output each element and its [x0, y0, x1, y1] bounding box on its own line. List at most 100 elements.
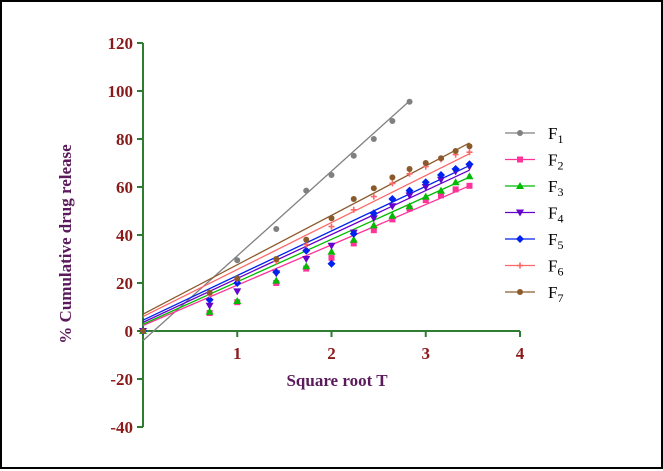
legend-label-f7: F7	[548, 283, 563, 305]
legend-item-f6: F6	[505, 257, 563, 279]
point-f7	[466, 143, 473, 150]
point-f5	[465, 160, 474, 169]
point-f5	[451, 165, 460, 173]
point-f3	[405, 202, 414, 210]
point-f5	[233, 279, 242, 287]
point-f4	[205, 302, 214, 310]
point-f1	[303, 187, 310, 194]
point-f3	[302, 262, 311, 270]
point-f1	[273, 226, 280, 232]
legend-marker-f4	[516, 209, 524, 217]
point-f7	[422, 160, 429, 166]
legend-item-f2: F2	[505, 151, 563, 173]
y-tick-label: -20	[110, 370, 133, 389]
point-f3	[421, 192, 430, 200]
x-tick-label: 2	[327, 344, 336, 363]
legend: F1 F2 F3 F4 F5 F6 F7	[505, 124, 563, 305]
point-f2	[370, 227, 377, 234]
point-f7	[234, 275, 241, 282]
point-f2	[466, 182, 473, 189]
point-f5	[349, 229, 358, 238]
point-f2	[328, 254, 335, 261]
trend-line-f6	[142, 153, 470, 318]
point-f7	[328, 215, 335, 222]
point-f6	[389, 180, 396, 187]
legend-label-f5: F5	[548, 230, 563, 252]
point-f6	[350, 206, 357, 213]
axes: 120 100 80 60 40 20 0 -20 -40 1 2 3 4	[108, 34, 525, 437]
point-f5	[405, 186, 414, 195]
point-f2	[438, 192, 445, 199]
trend-lines	[142, 100, 470, 342]
legend-label-f1: F1	[548, 124, 563, 146]
point-f4	[421, 184, 430, 191]
legend-marker-f7	[517, 289, 523, 295]
trend-line-f2	[142, 185, 470, 327]
y-tick-label: 60	[116, 178, 133, 197]
point-f4	[369, 215, 378, 223]
point-f3	[233, 297, 242, 304]
point-f7	[452, 148, 459, 154]
point-f4	[327, 242, 336, 250]
point-f3	[437, 186, 446, 194]
legend-label-f3: F3	[548, 177, 563, 199]
point-f7	[406, 166, 413, 172]
point-f7	[273, 256, 280, 262]
point-f5	[327, 259, 336, 268]
y-tick-label: -40	[110, 418, 133, 437]
y-tick-label: 120	[108, 34, 134, 53]
point-f2	[422, 197, 429, 204]
point-f1	[370, 136, 377, 142]
point-f7	[389, 174, 396, 181]
series-f7	[140, 143, 473, 334]
point-f5	[302, 246, 311, 255]
point-f7	[206, 289, 213, 296]
x-tick-label: 4	[516, 344, 525, 363]
legend-marker-f3	[516, 182, 524, 189]
legend-marker-f2	[517, 156, 523, 163]
legend-label-f6: F6	[548, 257, 563, 279]
x-tick-label: 1	[233, 344, 242, 363]
point-f3	[451, 178, 460, 186]
point-f1	[389, 118, 396, 124]
trend-line-f7	[142, 142, 470, 315]
legend-item-f5: F5	[505, 230, 563, 252]
point-f7	[370, 185, 377, 192]
point-f5	[369, 209, 378, 218]
series-f3	[139, 172, 474, 334]
point-f3	[388, 211, 397, 219]
y-axis-title: % Cumulative drug release	[56, 144, 75, 344]
point-f5	[437, 171, 446, 179]
point-f7	[438, 155, 445, 162]
y-tick-label: 40	[116, 226, 133, 245]
legend-item-f3: F3	[505, 177, 563, 199]
point-f3	[349, 235, 358, 243]
legend-label-f2: F2	[548, 151, 563, 173]
point-f4	[405, 192, 414, 200]
y-tick-label: 20	[116, 274, 133, 293]
legend-marker-f6	[517, 262, 523, 269]
legend-marker-f5	[516, 235, 524, 243]
point-f6	[466, 149, 473, 156]
point-f3	[465, 172, 474, 180]
point-f4	[388, 203, 397, 211]
data-points	[139, 98, 474, 335]
point-f5	[388, 195, 397, 203]
point-f1	[328, 172, 335, 178]
point-f4	[437, 176, 446, 184]
point-f3	[272, 276, 281, 284]
legend-item-f1: F1	[505, 124, 563, 146]
point-f1	[234, 257, 241, 264]
point-f4	[302, 256, 311, 263]
y-tick-label: 80	[116, 130, 133, 149]
point-f3	[327, 247, 336, 255]
legend-marker-f1	[517, 130, 523, 136]
x-axis-title: Square root T	[286, 371, 388, 390]
point-f3	[205, 307, 214, 315]
legend-item-f4: F4	[505, 204, 563, 226]
point-f1	[406, 98, 413, 105]
point-f3	[369, 221, 378, 229]
point-f2	[452, 186, 459, 193]
